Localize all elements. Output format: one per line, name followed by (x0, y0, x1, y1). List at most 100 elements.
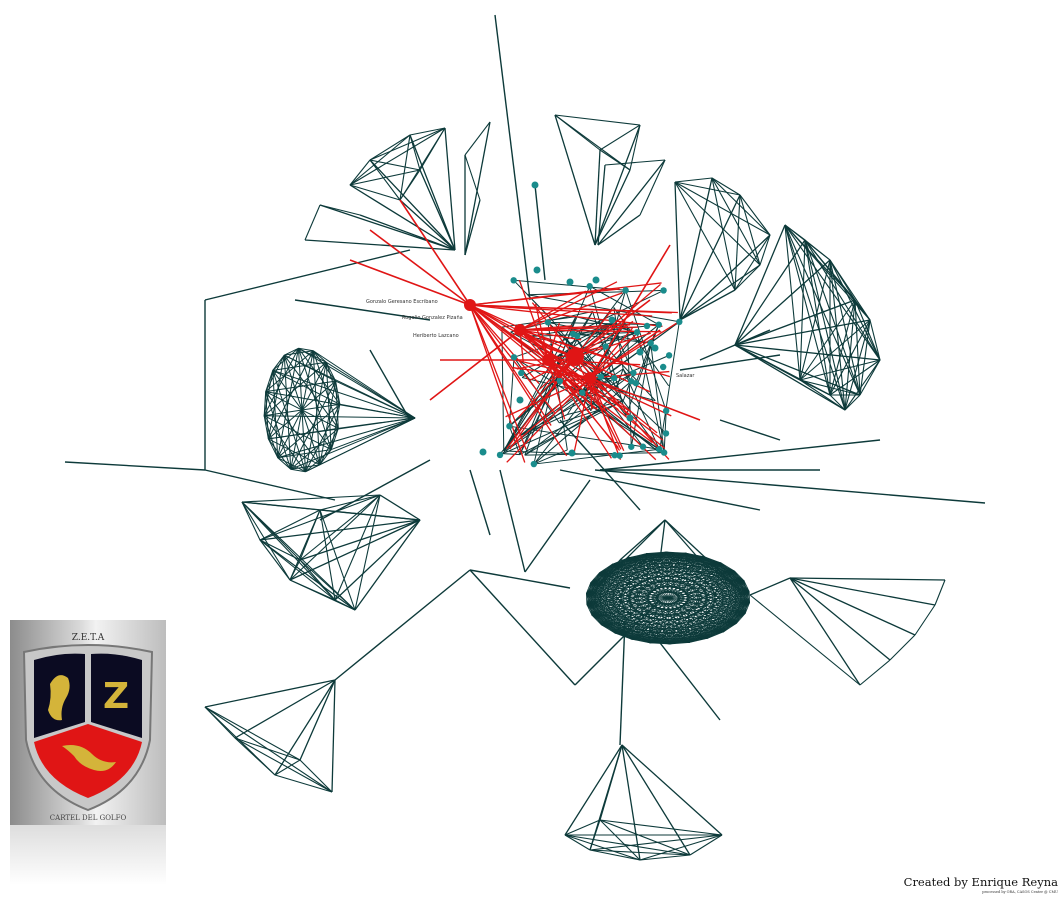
network-edge (259, 519, 421, 541)
network-edge (591, 591, 750, 616)
network-edge (319, 509, 356, 611)
network-edge (369, 127, 446, 161)
network-edge (379, 494, 421, 521)
network-edge (594, 469, 986, 504)
network-edge (64, 461, 206, 471)
highlight-edge (547, 359, 578, 389)
network-edge (784, 224, 861, 396)
network-edge (277, 403, 341, 459)
network-edge (259, 539, 301, 561)
network-edge (621, 744, 641, 861)
network-node (610, 374, 618, 382)
network-edge (628, 551, 667, 559)
network-edge (734, 224, 786, 346)
network-edge (359, 214, 456, 251)
network-node (510, 277, 517, 284)
network-edge (234, 737, 333, 793)
network-edge (274, 679, 336, 776)
network-edge (799, 259, 831, 381)
network-edge (349, 184, 401, 201)
network-edge (334, 519, 421, 601)
network-edge (564, 819, 601, 836)
network-edge (749, 594, 861, 686)
network-edge (399, 134, 411, 201)
network-edge (734, 344, 801, 381)
network-edge (259, 539, 291, 581)
network-edge (597, 164, 606, 246)
network-node (531, 181, 539, 189)
network-edge (669, 591, 750, 645)
network-edge (612, 563, 750, 592)
highlight-edge (589, 327, 633, 379)
network-edge (267, 438, 279, 458)
network-edge (299, 509, 321, 561)
network-edge (789, 577, 916, 636)
network-node (616, 452, 623, 459)
network-edge (554, 114, 596, 246)
network-edge (859, 659, 891, 686)
highlight-edge (469, 304, 527, 450)
network-edge (559, 408, 602, 424)
network-edge (704, 556, 735, 572)
highlight-edge (505, 377, 591, 418)
network-node (586, 283, 593, 290)
network-edge (274, 759, 301, 776)
network-edge (590, 563, 613, 583)
network-edge (241, 494, 381, 503)
network-edge (639, 834, 723, 861)
network-edge (739, 194, 761, 266)
network-node (579, 389, 586, 396)
emblem-ring-text: CARTEL DEL GOLFO (50, 814, 127, 822)
highlight-edge (469, 304, 540, 384)
network-edge (503, 316, 577, 452)
network-edge (674, 181, 761, 266)
network-node (556, 377, 564, 385)
network-edge (409, 134, 421, 171)
network-edge (669, 570, 735, 645)
network-edge (369, 159, 456, 251)
network-edge (635, 342, 652, 384)
network-edge (204, 706, 301, 761)
network-edge (734, 319, 871, 346)
network-edge (854, 299, 871, 321)
network-edge (241, 501, 301, 561)
network-node (639, 443, 647, 450)
network-node (662, 430, 670, 437)
network-edge (679, 194, 741, 321)
network-edge (599, 819, 641, 861)
network-edge (524, 452, 665, 456)
highlight-edge (518, 279, 549, 361)
emblem-letter: Z (103, 676, 129, 717)
network-edge (625, 324, 660, 416)
network-edge (699, 559, 741, 591)
network-edge (743, 580, 750, 592)
network-edge (319, 204, 361, 216)
network-edge (335, 380, 416, 419)
network-edge (369, 349, 411, 421)
network-node (622, 287, 629, 294)
network-edge (319, 494, 381, 511)
network-node (530, 460, 538, 468)
network-edge (804, 239, 831, 396)
shield-icon: Z.E.T.A Z CARTEL DEL GOLFO (22, 633, 154, 822)
network-edge (829, 259, 861, 396)
highlight-edge (519, 329, 582, 341)
network-edge (272, 354, 285, 371)
network-edge (409, 134, 456, 251)
network-edge (334, 569, 471, 681)
highlight-edge (501, 328, 549, 361)
network-edge (564, 834, 641, 861)
core-highlight-edges (349, 199, 701, 463)
network-edge (734, 259, 831, 346)
network-edge (597, 214, 641, 246)
network-edge (621, 744, 691, 856)
network-edge (547, 321, 667, 434)
highlight-edge (519, 292, 623, 331)
highlight-edge (519, 329, 619, 449)
network-edge (789, 577, 861, 686)
highlight-edge (589, 330, 641, 379)
network-edge (601, 591, 750, 626)
network-edge (599, 124, 641, 151)
network-edge (464, 121, 491, 156)
